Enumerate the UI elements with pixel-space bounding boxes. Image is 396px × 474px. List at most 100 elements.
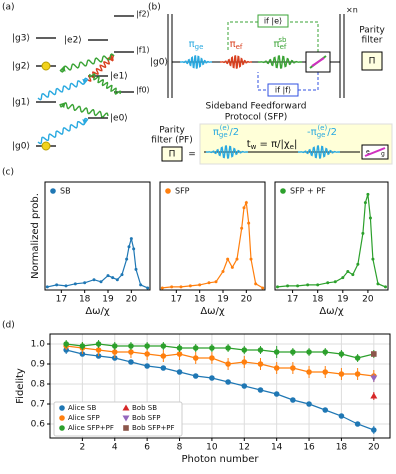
y-tick-label: 0.6 [31,420,46,430]
transition [59,102,109,118]
population-dot [41,61,51,71]
series-line [162,200,264,289]
marker [322,349,329,355]
formula-part: ge [317,131,326,139]
marker [132,247,136,251]
level-diagram: |g3⟩ |e2⟩ |f2⟩ |g2⟩ |e1⟩ |f1⟩ |g1⟩ |e0⟩ … [12,10,150,152]
marker [306,283,310,287]
marker [371,257,375,261]
marker [354,371,361,377]
formula-part: π [213,127,219,138]
formula: πefsb [274,36,287,51]
population-dot [41,141,51,151]
legend-box [53,401,183,437]
series-line [277,194,386,288]
marker [95,341,102,347]
formula-part: ge [195,43,204,51]
marker [111,343,118,349]
x-tick-label: 8 [177,443,183,453]
legend-label: Bob SB [132,404,157,412]
legend-label: Bob SFP+PF [132,424,175,432]
transition [59,53,115,73]
x-tick-label: 18 [336,443,348,453]
formula-part: /2 [229,127,239,138]
parity-filter-box [161,146,183,162]
marker [83,281,87,285]
x-tick-label: 20 [126,295,138,305]
wave-packet [220,55,252,69]
marker [235,257,239,261]
marker [160,343,167,349]
formula: πge(e)/2 [213,124,239,139]
marker [179,285,183,289]
x-tick-label: 18 [194,295,206,305]
marker [247,221,251,225]
level-label: |g2⟩ [12,62,30,72]
x-axis-label: Δω/χ [200,306,225,317]
marker [92,278,96,282]
marker [226,257,230,261]
marker [326,281,330,285]
marker [370,375,378,382]
marker [241,347,248,353]
level-label: |f2⟩ [136,10,150,19]
marker [165,188,171,194]
marker [63,341,69,347]
marker [160,353,167,359]
x-tick-label: 14 [271,443,283,453]
formula: πef [230,39,243,51]
marker [127,245,131,249]
marker [371,427,377,433]
marker [188,284,192,288]
measurement-icon [311,57,325,67]
parity-symbol: Π [169,150,176,160]
marker [242,206,246,210]
x-tick-label: 10 [206,443,218,453]
wave-packet [180,55,212,69]
x-tick-label: 6 [144,443,150,453]
legend-label: SFP + PF [290,187,326,196]
marker [241,383,248,389]
series-line [47,238,148,289]
x-tick-label: 20 [368,443,380,453]
condition: if |e⟩ [264,17,282,26]
x-tick-label: 19 [337,295,349,305]
x-axis-label: Δω/χ [85,306,110,317]
level-label: |e0⟩ [110,114,128,124]
formula-part: = π/|χ [256,139,289,150]
marker [55,283,59,287]
legend-label: Alice SFP+PF [68,424,114,432]
x-tick-label: 4 [112,443,118,453]
marker [207,281,211,285]
level-label: |g1⟩ [12,98,30,108]
plot-frame [159,181,266,291]
formula-part: ef [236,43,243,51]
marker [120,273,124,277]
panel-label: (a) [2,3,15,13]
formula: πge [189,39,204,51]
marker [192,355,199,361]
marker [128,349,134,355]
y-tick-label: 0.8 [31,380,46,390]
marker [351,273,355,277]
marker [225,379,231,385]
parity-filter-label: Parity [359,26,385,36]
y-tick-label: 0.9 [31,360,46,370]
formula-part: ef [280,43,287,51]
x-tick-label: 17 [56,295,67,305]
marker [170,285,174,289]
wave-packet [298,145,340,159]
marker [115,278,119,282]
marker [338,413,345,419]
marker [129,237,133,241]
condition-box [267,83,299,97]
marker [363,201,367,205]
marker [368,216,372,220]
parity-filter-box [361,51,383,71]
marker [125,257,129,261]
pf-label: filter (PF) [151,136,192,146]
formula-part: sb [278,36,287,44]
marker [241,359,248,365]
